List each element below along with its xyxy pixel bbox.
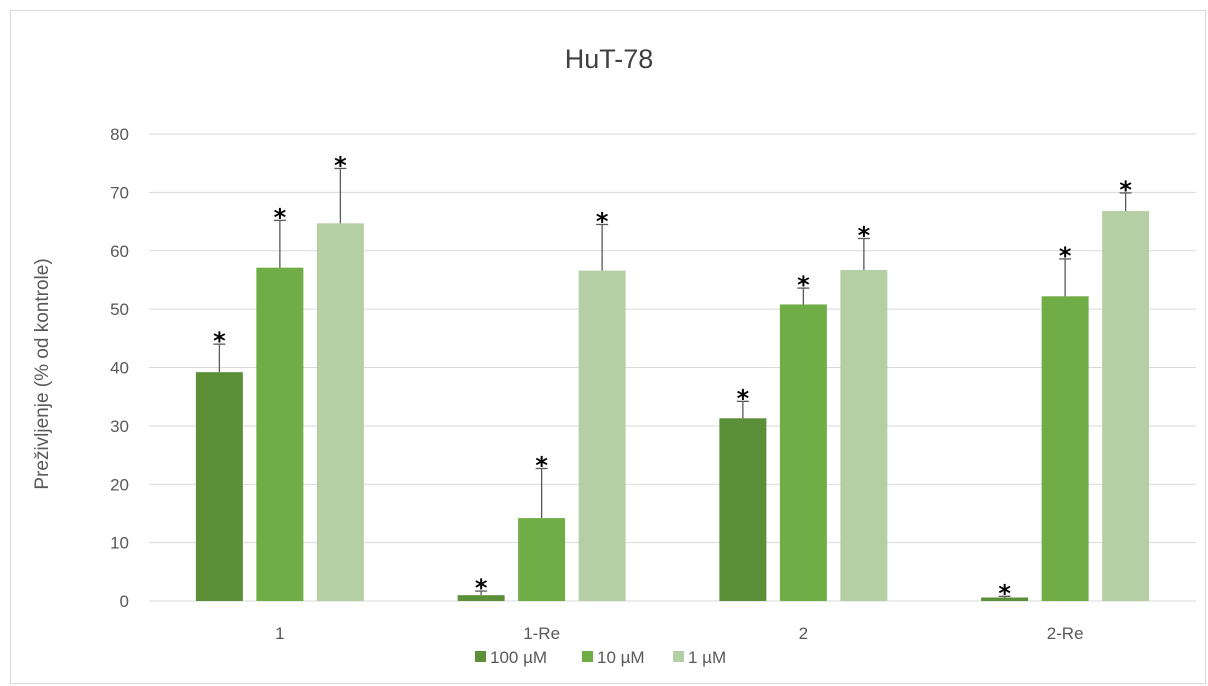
bar — [1102, 211, 1150, 601]
legend-swatch — [475, 651, 486, 662]
y-tick-label: 60 — [110, 242, 129, 261]
chart-title: HuT-78 — [565, 44, 654, 74]
y-tick-label: 80 — [110, 125, 129, 144]
x-tick-label: 2-Re — [1047, 624, 1084, 643]
y-tick-label: 20 — [110, 475, 129, 494]
y-tick-label: 0 — [120, 592, 129, 611]
significance-star: * — [535, 451, 548, 479]
x-tick-label: 1 — [275, 624, 284, 643]
y-tick-label: 40 — [110, 359, 129, 378]
significance-star: * — [998, 579, 1011, 607]
bar — [256, 267, 304, 601]
legend-label: 100 µM — [490, 648, 547, 667]
bar — [518, 518, 566, 601]
chart-svg: HuT-78 Preživljenje (% od kontrole) 0 10 2… — [32, 44, 1196, 667]
legend-swatch — [673, 651, 684, 662]
significance-star: * — [797, 271, 810, 299]
bar — [457, 595, 505, 601]
x-tick-label: 2 — [799, 624, 808, 643]
significance-star: * — [274, 203, 287, 231]
y-tick-label: 50 — [110, 300, 129, 319]
bar — [779, 304, 827, 601]
legend-label: 10 µM — [597, 648, 645, 667]
bar — [719, 418, 767, 601]
bar — [195, 372, 243, 601]
bar — [578, 270, 626, 601]
gridlines — [149, 133, 1196, 602]
bars — [195, 211, 1150, 601]
chart-frame: HuT-78 Preživljenje (% od kontrole) 0 10 2… — [10, 10, 1206, 684]
legend: 100 µM 10 µM 1 µM — [475, 648, 726, 667]
significance-star: * — [1059, 242, 1072, 270]
significance-star: * — [475, 574, 488, 602]
y-axis-title: Preživljenje (% od kontrole) — [32, 258, 53, 489]
legend-label: 1 µM — [688, 648, 726, 667]
y-tick-label: 10 — [110, 534, 129, 553]
error-bars — [213, 167, 1132, 598]
significance-star: * — [858, 221, 871, 249]
y-axis-ticks: 0 10 20 30 40 50 60 70 80 — [110, 125, 129, 611]
significance-star: * — [334, 151, 347, 179]
y-tick-label: 30 — [110, 417, 129, 436]
x-tick-label: 1-Re — [523, 624, 560, 643]
bar — [1041, 296, 1089, 601]
significance-markers: * * * * * * * * * * * * — [213, 151, 1132, 607]
bar — [981, 597, 1029, 601]
x-axis-ticks: 1 1-Re 2 2-Re — [275, 624, 1083, 643]
legend-swatch — [582, 651, 593, 662]
bar — [316, 223, 364, 601]
y-tick-label: 70 — [110, 183, 129, 202]
significance-star: * — [213, 327, 226, 355]
significance-star: * — [1119, 176, 1132, 204]
significance-star: * — [596, 207, 609, 235]
significance-star: * — [737, 384, 750, 412]
bar — [840, 270, 888, 601]
